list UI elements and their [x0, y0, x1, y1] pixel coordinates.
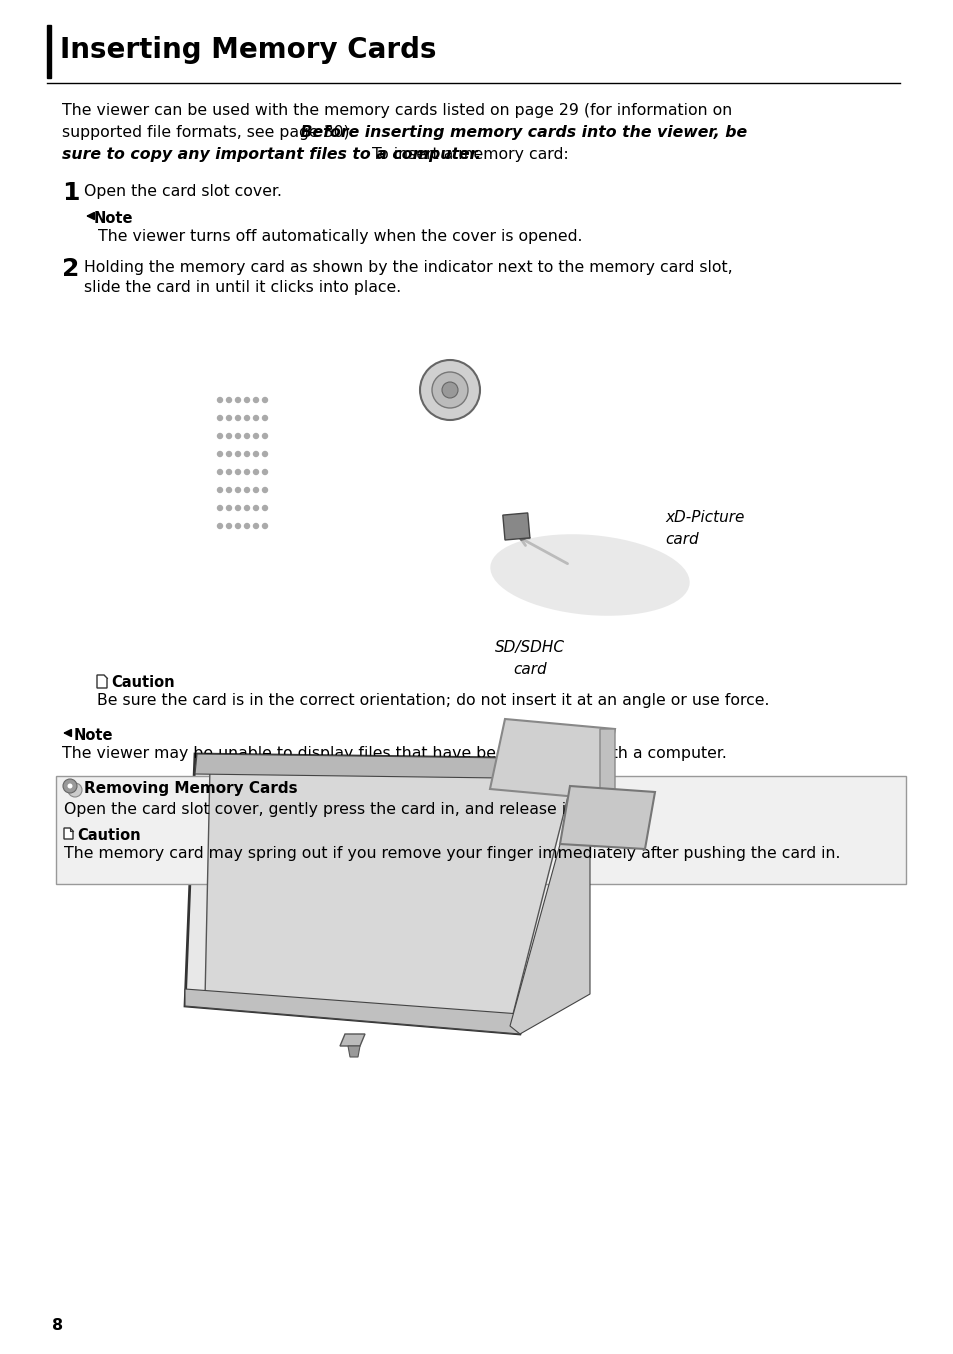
Circle shape — [262, 524, 267, 528]
Text: Note: Note — [74, 728, 113, 743]
Circle shape — [235, 416, 240, 421]
Circle shape — [244, 398, 250, 402]
Circle shape — [419, 360, 479, 420]
Text: 8: 8 — [52, 1317, 63, 1332]
Circle shape — [262, 433, 267, 439]
Circle shape — [244, 416, 250, 421]
Polygon shape — [599, 728, 615, 799]
Polygon shape — [185, 754, 589, 1034]
Text: The viewer may be unable to display files that have been modified with a compute: The viewer may be unable to display file… — [62, 746, 726, 761]
Circle shape — [253, 524, 258, 528]
Polygon shape — [205, 766, 575, 1026]
Circle shape — [262, 451, 267, 456]
Circle shape — [217, 416, 222, 421]
Text: supported file formats, see page 30).: supported file formats, see page 30). — [62, 125, 359, 139]
Circle shape — [217, 398, 222, 402]
Circle shape — [217, 470, 222, 474]
Circle shape — [217, 487, 222, 493]
Circle shape — [262, 487, 267, 493]
Circle shape — [253, 451, 258, 456]
Text: Caution: Caution — [77, 829, 140, 844]
FancyBboxPatch shape — [56, 776, 905, 884]
Circle shape — [253, 416, 258, 421]
Circle shape — [244, 505, 250, 510]
Circle shape — [235, 505, 240, 510]
Text: 1: 1 — [62, 181, 79, 204]
Circle shape — [68, 784, 72, 788]
Circle shape — [262, 470, 267, 474]
Text: Note: Note — [94, 211, 133, 226]
Circle shape — [235, 524, 240, 528]
Circle shape — [226, 524, 232, 528]
Circle shape — [262, 416, 267, 421]
Ellipse shape — [490, 535, 689, 616]
Text: sure to copy any important files to a computer.: sure to copy any important files to a co… — [62, 148, 480, 162]
Circle shape — [226, 398, 232, 402]
Text: SD/SDHC
card: SD/SDHC card — [495, 640, 564, 677]
Circle shape — [244, 487, 250, 493]
Text: Caution: Caution — [111, 676, 174, 691]
Circle shape — [226, 451, 232, 456]
Circle shape — [226, 487, 232, 493]
Circle shape — [253, 470, 258, 474]
Polygon shape — [97, 676, 107, 688]
Circle shape — [217, 451, 222, 456]
Text: Removing Memory Cards: Removing Memory Cards — [84, 781, 297, 796]
Circle shape — [432, 372, 468, 408]
Circle shape — [226, 416, 232, 421]
Circle shape — [235, 398, 240, 402]
Polygon shape — [185, 988, 519, 1034]
Circle shape — [262, 505, 267, 510]
Circle shape — [244, 433, 250, 439]
Polygon shape — [194, 754, 589, 779]
Text: 2: 2 — [62, 257, 79, 282]
Circle shape — [235, 451, 240, 456]
Circle shape — [217, 505, 222, 510]
Circle shape — [68, 783, 82, 798]
Circle shape — [217, 524, 222, 528]
Text: The memory card may spring out if you remove your finger immediately after pushi: The memory card may spring out if you re… — [64, 846, 840, 861]
Text: To insert a memory card:: To insert a memory card: — [361, 148, 568, 162]
Circle shape — [63, 779, 77, 793]
Bar — [47, 24, 51, 79]
Text: Inserting Memory Cards: Inserting Memory Cards — [60, 37, 436, 64]
Text: The viewer turns off automatically when the cover is opened.: The viewer turns off automatically when … — [98, 229, 582, 244]
Circle shape — [226, 470, 232, 474]
Circle shape — [244, 524, 250, 528]
Circle shape — [262, 398, 267, 402]
Text: The viewer can be used with the memory cards listed on page 29 (for information : The viewer can be used with the memory c… — [62, 103, 732, 118]
Circle shape — [226, 505, 232, 510]
Text: xD-Picture
card: xD-Picture card — [664, 510, 743, 547]
Text: slide the card in until it clicks into place.: slide the card in until it clicks into p… — [84, 280, 401, 295]
Bar — [502, 513, 529, 540]
Circle shape — [253, 398, 258, 402]
Polygon shape — [510, 760, 589, 1034]
Circle shape — [253, 505, 258, 510]
Circle shape — [441, 382, 457, 398]
Text: Be sure the card is in the correct orientation; do not insert it at an angle or : Be sure the card is in the correct orien… — [97, 693, 769, 708]
Polygon shape — [348, 1047, 359, 1057]
Polygon shape — [64, 829, 73, 839]
Circle shape — [253, 487, 258, 493]
Circle shape — [235, 470, 240, 474]
Polygon shape — [559, 787, 655, 849]
Polygon shape — [339, 1034, 365, 1047]
Circle shape — [217, 433, 222, 439]
Circle shape — [235, 487, 240, 493]
Circle shape — [253, 433, 258, 439]
Circle shape — [244, 470, 250, 474]
Circle shape — [226, 433, 232, 439]
Text: Open the card slot cover.: Open the card slot cover. — [84, 184, 282, 199]
Circle shape — [244, 451, 250, 456]
Circle shape — [235, 433, 240, 439]
Polygon shape — [490, 719, 615, 799]
Text: Open the card slot cover, gently press the card in, and release it slowly.: Open the card slot cover, gently press t… — [64, 802, 628, 816]
Text: Holding the memory card as shown by the indicator next to the memory card slot,: Holding the memory card as shown by the … — [84, 260, 732, 275]
Text: Before inserting memory cards into the viewer, be: Before inserting memory cards into the v… — [294, 125, 746, 139]
